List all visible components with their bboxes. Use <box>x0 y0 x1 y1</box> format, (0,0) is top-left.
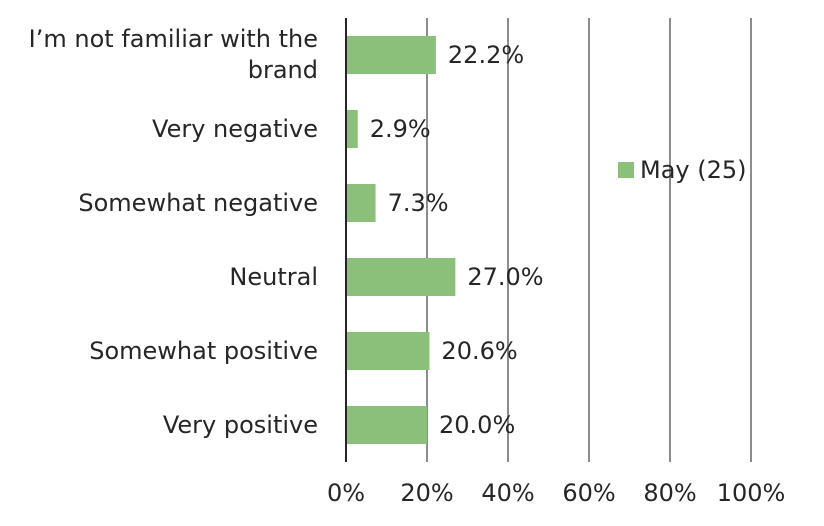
bar <box>346 332 430 370</box>
x-tick-label: 40% <box>481 479 535 507</box>
legend: May (25) <box>618 155 747 185</box>
legend-swatch <box>618 162 634 178</box>
bar <box>346 184 376 222</box>
category-label: Very positive <box>162 410 318 439</box>
category-label: Very negative <box>152 114 318 143</box>
value-label: 22.2% <box>447 41 525 69</box>
value-label: 20.6% <box>441 337 518 365</box>
bar <box>346 36 436 74</box>
gridlines <box>426 18 752 462</box>
x-tick-label: 0% <box>326 479 366 507</box>
x-tick-label: 80% <box>643 479 697 507</box>
legend-label: May (25) <box>640 156 747 184</box>
category-label: Somewhat positive <box>89 336 318 365</box>
category-label: Neutral <box>229 262 318 291</box>
x-tick-label: 60% <box>562 479 616 507</box>
category-label: Somewhat negative <box>78 188 318 217</box>
bar <box>346 406 427 444</box>
value-label: 20.0% <box>439 411 516 439</box>
value-label: 7.3% <box>387 189 449 217</box>
bar <box>346 258 456 296</box>
category-label: I’m not familiar with the brand <box>28 25 318 84</box>
value-label: 2.9% <box>369 115 431 143</box>
bar <box>346 110 358 148</box>
value-label: 27.0% <box>467 263 544 291</box>
x-tick-label: 20% <box>400 479 454 507</box>
bars <box>346 36 456 444</box>
x-tick-label: 100% <box>716 479 786 507</box>
